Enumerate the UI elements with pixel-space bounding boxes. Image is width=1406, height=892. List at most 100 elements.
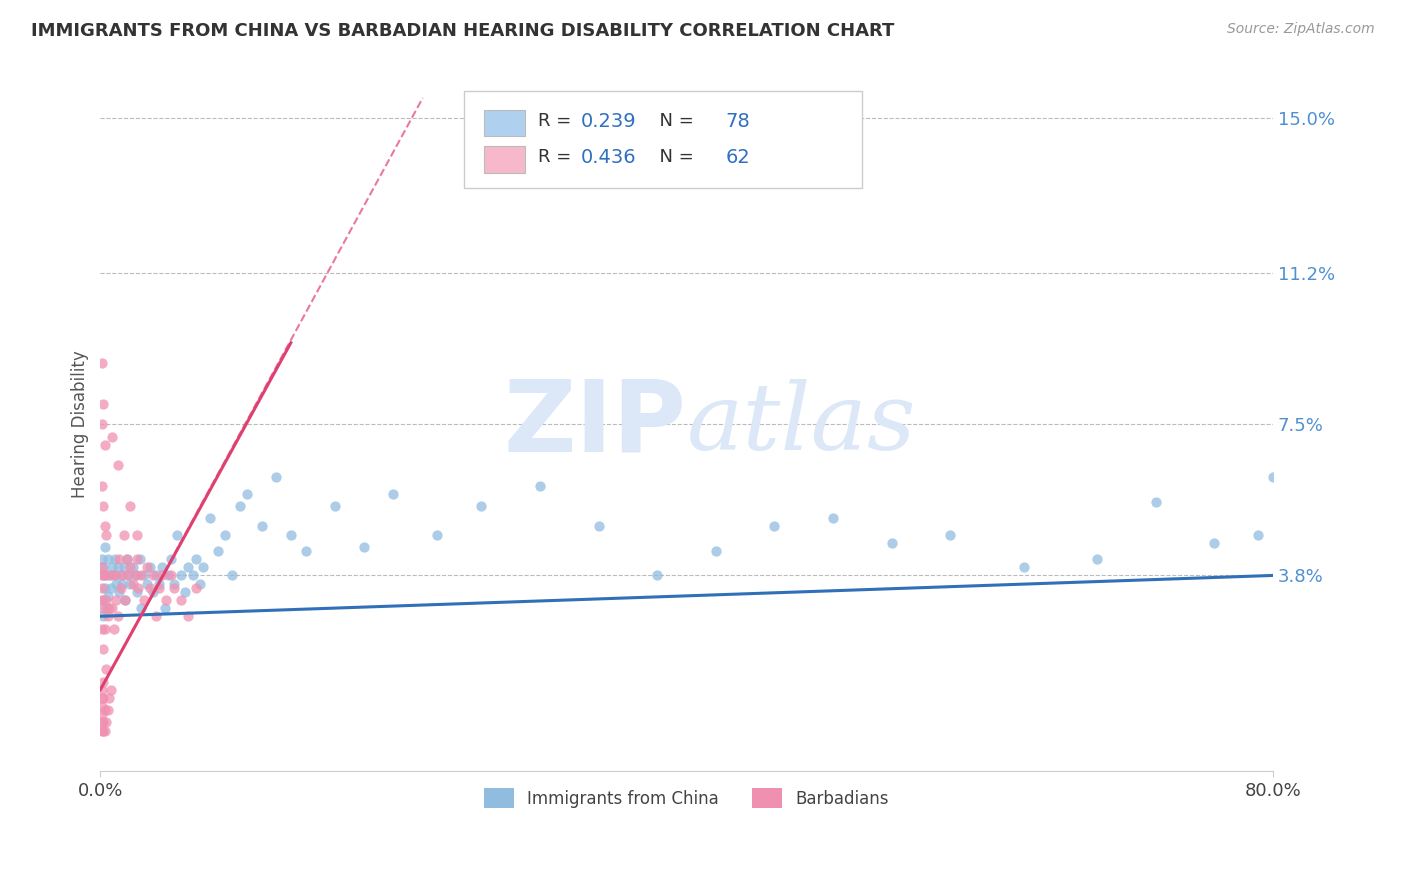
Point xyxy=(1247,527,1270,541)
Point xyxy=(96,593,118,607)
Point xyxy=(127,581,149,595)
Point xyxy=(323,499,346,513)
Point xyxy=(91,593,114,607)
Point xyxy=(142,584,165,599)
Point xyxy=(90,707,112,722)
Point xyxy=(129,552,152,566)
Point xyxy=(124,568,146,582)
Point xyxy=(90,478,112,492)
Point xyxy=(1204,536,1226,550)
Text: R =: R = xyxy=(537,148,576,166)
Point xyxy=(107,458,129,473)
Point xyxy=(155,593,177,607)
Point xyxy=(94,581,117,595)
Point xyxy=(117,568,139,582)
Point xyxy=(98,601,121,615)
Point xyxy=(94,622,117,636)
Point xyxy=(101,601,124,615)
Point xyxy=(124,568,146,582)
Point xyxy=(97,589,120,603)
Point xyxy=(103,622,125,636)
Point xyxy=(90,699,112,714)
Point xyxy=(97,552,120,566)
Point xyxy=(170,593,193,607)
Point xyxy=(125,527,148,541)
Point xyxy=(177,560,200,574)
Point xyxy=(118,499,141,513)
Point xyxy=(294,544,316,558)
Point xyxy=(221,568,243,582)
Point xyxy=(94,703,117,717)
Point xyxy=(96,662,118,676)
Point xyxy=(98,690,121,705)
Point xyxy=(97,703,120,717)
Point xyxy=(115,552,138,566)
Point xyxy=(184,552,207,566)
Point xyxy=(188,576,211,591)
Point xyxy=(353,540,375,554)
Point xyxy=(139,581,162,595)
Point xyxy=(280,527,302,541)
Point xyxy=(108,584,131,599)
Point xyxy=(139,560,162,574)
Point xyxy=(91,723,114,738)
Point xyxy=(104,552,127,566)
Point xyxy=(150,560,173,574)
Point xyxy=(823,511,845,525)
Point xyxy=(114,593,136,607)
Point xyxy=(1144,495,1167,509)
Point xyxy=(142,568,165,582)
Point xyxy=(181,568,204,582)
Text: 78: 78 xyxy=(725,112,749,130)
Legend: Immigrants from China, Barbadians: Immigrants from China, Barbadians xyxy=(477,781,896,815)
Point xyxy=(90,690,112,705)
Point xyxy=(174,584,197,599)
Point xyxy=(145,609,167,624)
Point xyxy=(91,499,114,513)
Point xyxy=(97,609,120,624)
Point xyxy=(704,544,727,558)
Point xyxy=(91,690,114,705)
Point xyxy=(90,417,112,432)
Point xyxy=(131,568,153,582)
Point xyxy=(96,527,118,541)
Point xyxy=(98,568,121,582)
Point xyxy=(153,601,176,615)
Point xyxy=(118,576,141,591)
Point xyxy=(125,552,148,566)
Point xyxy=(104,568,127,582)
Point xyxy=(94,723,117,738)
Text: 62: 62 xyxy=(725,148,749,167)
FancyBboxPatch shape xyxy=(484,110,524,136)
Point xyxy=(264,470,287,484)
Point xyxy=(90,356,112,370)
Y-axis label: Hearing Disability: Hearing Disability xyxy=(72,351,89,499)
Point xyxy=(131,601,153,615)
Point xyxy=(112,527,135,541)
Text: Source: ZipAtlas.com: Source: ZipAtlas.com xyxy=(1227,22,1375,37)
Point xyxy=(200,511,222,525)
Point xyxy=(90,593,112,607)
Point xyxy=(91,715,114,730)
Point xyxy=(191,560,214,574)
Point xyxy=(100,568,122,582)
Point xyxy=(148,581,170,595)
Point xyxy=(90,581,112,595)
Point xyxy=(382,487,405,501)
Point xyxy=(250,519,273,533)
Point xyxy=(94,519,117,533)
FancyBboxPatch shape xyxy=(464,91,862,188)
Point xyxy=(588,519,610,533)
Point xyxy=(134,568,156,582)
Point xyxy=(763,519,786,533)
Point xyxy=(90,682,112,697)
Point xyxy=(101,430,124,444)
Point xyxy=(112,560,135,574)
Point xyxy=(228,499,250,513)
Point xyxy=(90,560,112,574)
Point xyxy=(94,438,117,452)
Point xyxy=(118,560,141,574)
Point xyxy=(108,552,131,566)
Text: N =: N = xyxy=(648,112,699,130)
Point xyxy=(159,552,181,566)
